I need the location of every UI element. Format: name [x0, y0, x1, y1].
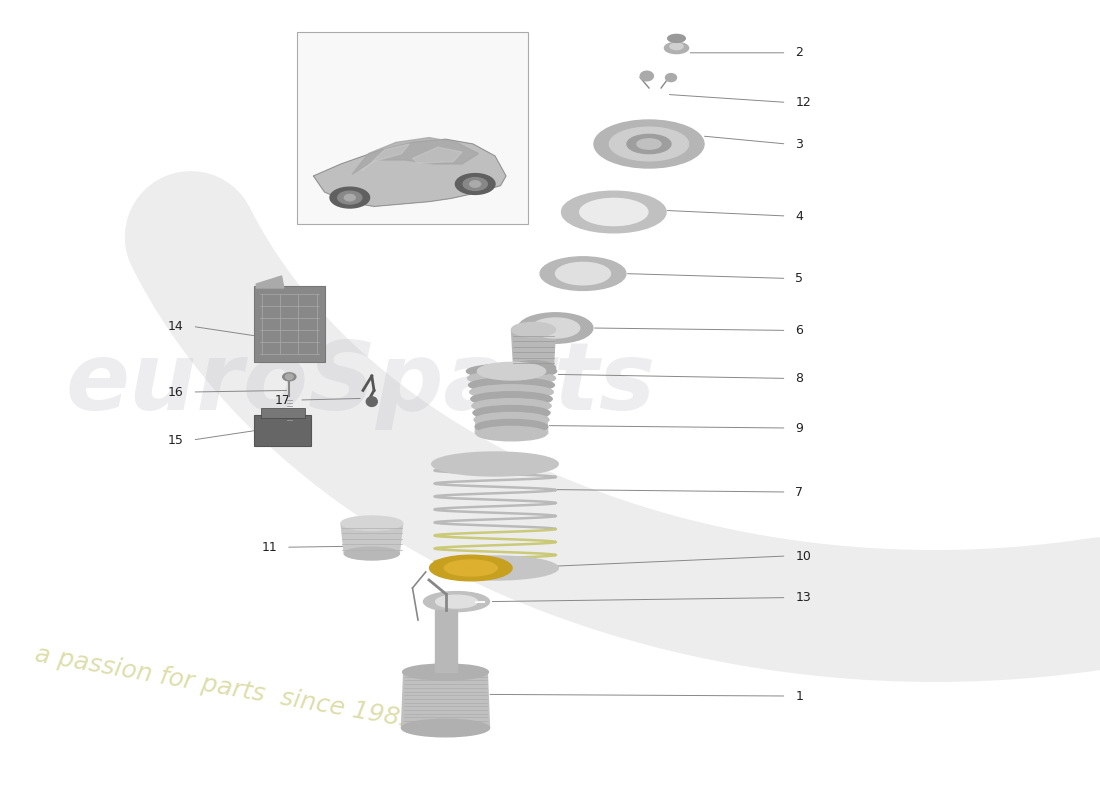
- Ellipse shape: [471, 392, 552, 406]
- Ellipse shape: [470, 181, 481, 187]
- Ellipse shape: [424, 592, 490, 611]
- Ellipse shape: [330, 187, 370, 208]
- Ellipse shape: [540, 257, 626, 290]
- Ellipse shape: [455, 174, 495, 194]
- Ellipse shape: [469, 378, 554, 392]
- FancyBboxPatch shape: [261, 408, 305, 418]
- Text: 2: 2: [795, 46, 803, 59]
- Ellipse shape: [466, 364, 557, 378]
- Text: 17: 17: [275, 394, 290, 406]
- Text: 11: 11: [262, 541, 277, 554]
- Ellipse shape: [594, 120, 704, 168]
- Polygon shape: [402, 672, 490, 728]
- Ellipse shape: [664, 42, 689, 54]
- Ellipse shape: [475, 419, 548, 434]
- Ellipse shape: [366, 397, 377, 406]
- Text: 9: 9: [795, 422, 803, 434]
- Ellipse shape: [609, 127, 689, 161]
- Text: 6: 6: [795, 324, 803, 337]
- Ellipse shape: [429, 555, 512, 581]
- Ellipse shape: [473, 406, 550, 420]
- Text: 16: 16: [168, 386, 184, 398]
- Ellipse shape: [403, 664, 488, 680]
- Ellipse shape: [474, 413, 549, 427]
- Polygon shape: [434, 610, 456, 672]
- Text: 15: 15: [168, 434, 184, 446]
- Ellipse shape: [670, 43, 683, 50]
- Ellipse shape: [518, 313, 593, 343]
- Ellipse shape: [477, 362, 546, 380]
- Text: euroSparts: euroSparts: [66, 338, 657, 430]
- Ellipse shape: [668, 34, 685, 42]
- Polygon shape: [341, 523, 403, 554]
- Polygon shape: [352, 138, 478, 174]
- Text: 3: 3: [795, 138, 803, 150]
- Ellipse shape: [338, 191, 362, 204]
- Ellipse shape: [580, 198, 648, 226]
- Polygon shape: [512, 330, 556, 368]
- Ellipse shape: [562, 191, 667, 233]
- FancyBboxPatch shape: [254, 415, 311, 446]
- Ellipse shape: [402, 719, 490, 737]
- Polygon shape: [361, 144, 409, 170]
- Ellipse shape: [470, 385, 553, 399]
- Ellipse shape: [431, 556, 558, 580]
- Ellipse shape: [472, 398, 551, 413]
- Text: a passion for parts  since 1985: a passion for parts since 1985: [33, 642, 417, 734]
- Ellipse shape: [627, 134, 671, 154]
- Text: 7: 7: [795, 486, 803, 498]
- Polygon shape: [475, 371, 548, 434]
- Polygon shape: [412, 147, 462, 163]
- Text: 8: 8: [795, 372, 803, 385]
- Ellipse shape: [531, 318, 580, 338]
- Text: 10: 10: [795, 550, 811, 562]
- Text: 4: 4: [795, 210, 803, 222]
- Ellipse shape: [341, 516, 403, 530]
- Polygon shape: [314, 139, 506, 206]
- Polygon shape: [256, 276, 284, 288]
- Ellipse shape: [512, 361, 556, 375]
- Ellipse shape: [444, 560, 497, 576]
- FancyBboxPatch shape: [254, 286, 324, 362]
- Text: 13: 13: [795, 591, 811, 604]
- Ellipse shape: [283, 373, 296, 381]
- Ellipse shape: [468, 371, 556, 386]
- Text: 1: 1: [795, 690, 803, 702]
- Ellipse shape: [556, 262, 610, 285]
- Circle shape: [666, 74, 676, 82]
- Text: 5: 5: [795, 272, 803, 285]
- Ellipse shape: [286, 374, 293, 379]
- Text: 14: 14: [168, 320, 184, 333]
- Ellipse shape: [431, 452, 558, 476]
- Ellipse shape: [512, 322, 556, 337]
- Circle shape: [640, 71, 653, 81]
- Ellipse shape: [344, 547, 399, 560]
- Ellipse shape: [463, 178, 487, 190]
- Ellipse shape: [637, 138, 661, 149]
- Ellipse shape: [344, 194, 355, 201]
- FancyBboxPatch shape: [297, 32, 528, 224]
- Ellipse shape: [436, 595, 477, 608]
- Ellipse shape: [476, 426, 547, 441]
- Text: 12: 12: [795, 96, 811, 109]
